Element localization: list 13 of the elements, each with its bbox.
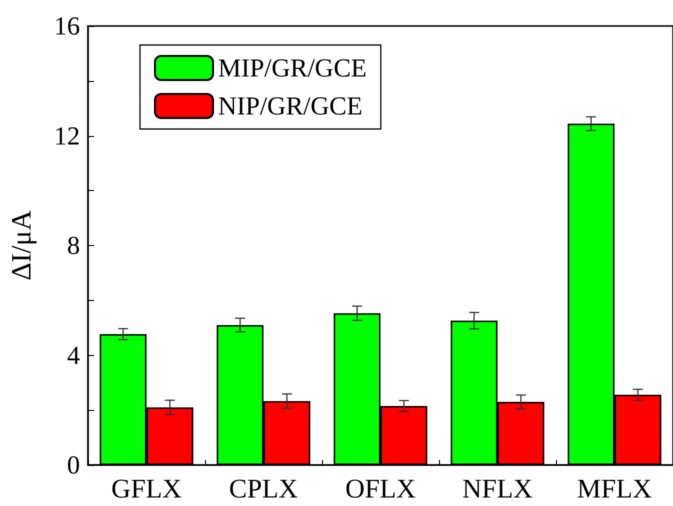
x-tick-label: CPLX (228, 474, 298, 504)
x-tick-label: GFLX (111, 474, 182, 504)
x-tick-label: NFLX (462, 474, 534, 504)
legend-label: MIP/GR/GCE (218, 54, 367, 82)
x-tick-label: OFLX (345, 474, 416, 504)
y-tick-label: 12 (54, 121, 80, 150)
y-tick-label: 16 (54, 12, 80, 40)
legend-label: NIP/GR/GCE (218, 92, 362, 120)
y-tick-label: 0 (67, 450, 80, 480)
y-tick-label: 8 (67, 231, 80, 260)
y-axis-title: ΔI/μA (6, 210, 38, 281)
y-tick-label: 4 (67, 340, 80, 370)
x-tick-label: MFLX (576, 474, 653, 504)
